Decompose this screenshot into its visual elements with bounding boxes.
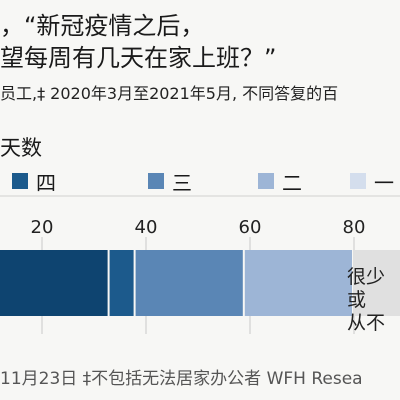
chart-title-line-2: 望每周有几天在家上班？”	[0, 44, 277, 72]
legend-swatch-three	[148, 173, 164, 189]
chart-subtitle: 员工,‡ 2020年3月至2021年5月, 不同答复的百	[0, 84, 339, 103]
bar-segments	[0, 250, 400, 316]
legend-label-two: 二	[282, 171, 302, 195]
legend-swatch-one	[350, 173, 366, 189]
x-tick-labels: 20 40 60 80	[31, 217, 366, 238]
legend-swatch-four	[12, 173, 28, 189]
bar-segment-1	[0, 250, 108, 316]
bar-segment-5	[354, 250, 400, 316]
x-tick-label-60: 60	[239, 217, 262, 238]
footer-note: 11月23日 ‡不包括无法居家办公者 WFH Resea	[0, 369, 363, 389]
bar-segment-4	[244, 250, 352, 316]
legend-label-one: 一	[374, 171, 394, 195]
x-tick-label-40: 40	[135, 217, 158, 238]
chart-title-line-1: ，“新冠疫情之后，	[0, 12, 205, 40]
x-tick-label-20: 20	[31, 217, 54, 238]
x-tick-label-80: 80	[343, 217, 366, 238]
legend-label-four: 四	[36, 171, 56, 195]
segment-label-line-1: 很少或	[347, 266, 386, 311]
legend-label-three: 三	[172, 171, 192, 195]
bar-segment-2	[109, 250, 134, 316]
legend-heading: 天数	[0, 136, 42, 160]
segment-label-line-2: 从不	[347, 312, 386, 334]
segment-label-rarely-never: 很少或 从不	[347, 266, 400, 335]
bar-segment-3	[135, 250, 243, 316]
legend-swatch-two	[258, 173, 274, 189]
